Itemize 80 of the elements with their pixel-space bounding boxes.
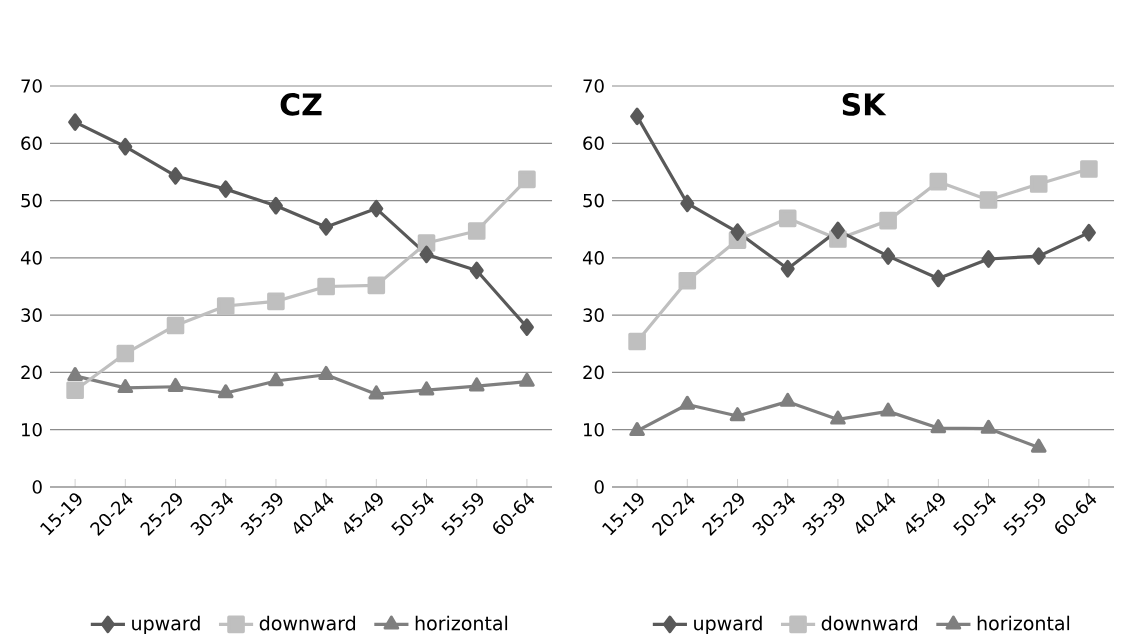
chart-title: CZ <box>280 93 322 116</box>
point <box>678 271 697 290</box>
point <box>880 402 896 417</box>
point <box>216 297 235 315</box>
point <box>117 379 134 394</box>
point <box>730 223 745 241</box>
point <box>879 211 897 230</box>
legend-label: horizontal <box>415 615 508 631</box>
point <box>980 419 997 434</box>
y-tick-label: 60 <box>21 136 42 151</box>
legend-label: downward <box>821 615 918 631</box>
point <box>778 209 797 228</box>
chart-title: SK <box>842 93 887 116</box>
point <box>979 191 998 209</box>
legend-label: downward <box>259 615 356 631</box>
y-tick-label: 50 <box>21 193 42 208</box>
point <box>118 137 133 156</box>
point <box>1029 175 1048 193</box>
y-tick-label: 70 <box>583 79 604 93</box>
point <box>166 316 185 335</box>
point <box>369 199 384 218</box>
point <box>1030 438 1047 453</box>
point <box>929 172 948 191</box>
point <box>368 385 385 400</box>
point <box>319 218 334 236</box>
point <box>629 421 645 436</box>
y-tick-label: 40 <box>20 250 42 265</box>
point <box>519 318 534 336</box>
point <box>881 247 896 265</box>
point <box>419 245 434 264</box>
point <box>418 381 435 396</box>
legend-label: upward <box>694 615 762 635</box>
y-tick-label: 10 <box>584 422 604 437</box>
point <box>217 384 234 399</box>
point <box>367 276 386 295</box>
point <box>779 392 796 407</box>
y-tick-label: 30 <box>583 308 604 322</box>
legend-label: upward <box>132 615 200 635</box>
point <box>780 259 795 278</box>
point <box>729 407 746 422</box>
point <box>267 292 285 311</box>
point <box>468 377 485 392</box>
y-tick-label: 0 <box>32 480 42 494</box>
point <box>467 222 486 240</box>
point <box>519 372 535 387</box>
point <box>628 332 646 351</box>
point <box>830 410 846 425</box>
y-tick-label: 40 <box>582 250 604 265</box>
point <box>518 170 536 189</box>
point <box>318 365 334 380</box>
point <box>66 381 84 399</box>
point <box>116 344 135 363</box>
point <box>1080 160 1098 178</box>
y-tick-label: 0 <box>594 480 604 494</box>
point <box>680 194 695 213</box>
y-tick-label: 10 <box>22 422 42 437</box>
point <box>931 269 946 288</box>
point <box>630 107 645 126</box>
point <box>469 261 484 280</box>
point <box>68 113 83 131</box>
point <box>268 372 284 387</box>
legend-label: horizontal <box>977 615 1070 631</box>
point <box>218 180 233 198</box>
y-tick-label: 20 <box>583 365 604 380</box>
point <box>830 221 845 240</box>
point <box>268 196 283 215</box>
y-tick-label: 70 <box>21 79 42 93</box>
point <box>930 419 947 434</box>
point <box>67 367 83 381</box>
point <box>679 395 696 410</box>
point <box>167 377 184 392</box>
y-tick-label: 30 <box>21 308 42 322</box>
point <box>1031 247 1046 265</box>
y-tick-label: 50 <box>583 193 604 208</box>
y-tick-label: 60 <box>583 136 604 151</box>
point <box>168 167 183 185</box>
point <box>1081 223 1096 242</box>
point <box>317 277 335 296</box>
point <box>981 250 996 268</box>
y-tick-label: 20 <box>21 365 42 380</box>
